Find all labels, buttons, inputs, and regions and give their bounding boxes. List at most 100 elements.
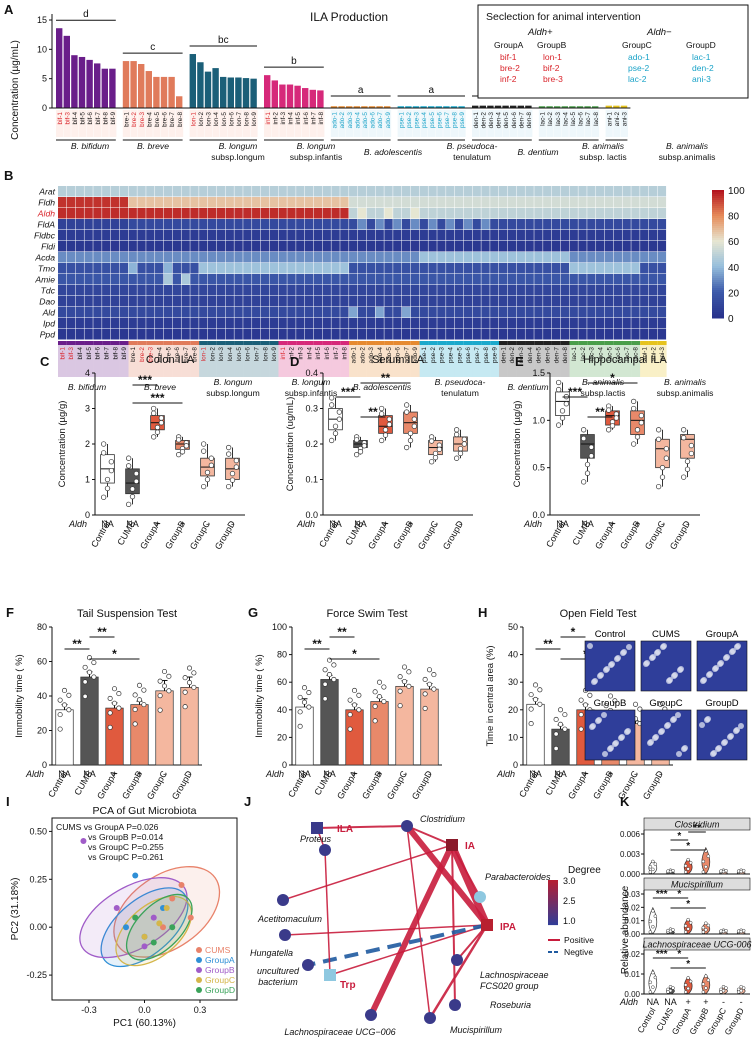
box-aldh-value: NA: [101, 519, 114, 529]
heatmap-cell: [102, 219, 110, 230]
heatmap-cell: [411, 318, 419, 329]
bar-point: [307, 705, 311, 709]
heatmap-cell: [455, 285, 463, 296]
network-legend-segment: [548, 889, 558, 891]
heatmap-cell: [93, 252, 101, 263]
sel-d-3: ani-3: [692, 74, 711, 84]
heatmap-cell: [226, 274, 234, 285]
heatmap-cell: [84, 318, 92, 329]
violin-point: [742, 987, 745, 990]
open-field-track: [658, 729, 664, 735]
heatmap-cell: [67, 318, 75, 329]
open-field-track: [587, 643, 593, 649]
heatmap-cell: [561, 263, 569, 274]
box-point: [458, 451, 463, 456]
heatmap-cell: [428, 208, 436, 219]
heatmap-group-strip: [534, 341, 543, 345]
heatmap-cell: [376, 307, 384, 318]
open-field-track: [715, 746, 721, 752]
heatmap-cell: [120, 230, 128, 241]
heatmap-cell: [137, 263, 145, 274]
box-point: [226, 484, 231, 489]
panel-a-strain-label: bif-6: [87, 112, 94, 125]
open-field-track: [723, 655, 729, 661]
heatmap-cell: [605, 307, 613, 318]
box-point: [585, 471, 590, 476]
panel-b-heatmap: bif-1 bif-3 bif-4 bif-5 bif-6 bif-7 bif-8 bif-9…: [34, 186, 745, 398]
sel-c-2: pse-2: [628, 63, 650, 73]
panel-a-strain-label: lon-8: [244, 112, 251, 127]
heatmap-cell: [525, 252, 533, 263]
group-a-label: GroupA: [494, 40, 524, 50]
panel-a-bar: [235, 77, 241, 108]
violin-x-label: Control: [635, 1006, 657, 1035]
heatmap-cell: [76, 186, 84, 197]
heatmap-cell: [323, 307, 331, 318]
heatmap-cell: [658, 285, 666, 296]
network-node-label: bacterium: [258, 977, 298, 987]
bar-point: [373, 719, 377, 723]
box-aldh-label: Aldh: [296, 519, 315, 529]
heatmap-cell: [164, 208, 172, 219]
heatmap-cell: [508, 285, 516, 296]
heatmap-cell: [376, 274, 384, 285]
violin-point: [649, 981, 652, 984]
panel-a-strain-label: ani-3: [622, 112, 629, 127]
heatmap-cell: [173, 274, 181, 285]
box-point: [337, 417, 342, 422]
heatmap-cell: [376, 208, 384, 219]
heatmap-cell: [455, 329, 463, 340]
panel-a-group-name: B. longum: [219, 141, 258, 151]
heatmap-group-name: B. pseudoca-: [435, 377, 486, 387]
box-point: [379, 412, 384, 417]
open-field-track: [738, 723, 744, 729]
heatmap-cell: [296, 219, 304, 230]
heatmap-cell: [296, 285, 304, 296]
heatmap-cell: [287, 285, 295, 296]
open-field-track: [643, 661, 649, 667]
heatmap-cell: [137, 186, 145, 197]
open-field-track: [729, 649, 735, 655]
heatmap-cell: [181, 252, 189, 263]
heatmap-cell: [146, 208, 154, 219]
violin-point: [704, 922, 707, 925]
open-field-track: [614, 656, 620, 662]
box-aldh-value: -: [206, 519, 209, 529]
panel-a-sig-letter: bc: [218, 35, 229, 46]
heatmap-cell: [481, 241, 489, 252]
heatmap-cell: [270, 241, 278, 252]
heatmap-cell: [190, 219, 198, 230]
heatmap-group-strip: [552, 341, 561, 345]
bar-y-tick-label: 100: [272, 622, 287, 632]
heatmap-strain-label: inf-1: [280, 347, 287, 360]
heatmap-cell: [173, 329, 181, 340]
heatmap-cell: [199, 307, 207, 318]
heatmap-cell: [137, 329, 145, 340]
heatmap-cell: [181, 274, 189, 285]
heatmap-cell: [587, 197, 595, 208]
heatmap-cell: [552, 186, 560, 197]
violin-point: [707, 924, 710, 927]
panel-letter-c: C: [40, 354, 50, 369]
heatmap-cell: [640, 208, 648, 219]
heatmap-cell: [534, 318, 542, 329]
bar-y-tick-label: 10: [508, 732, 518, 742]
panel-a-group-name: B. bifidum: [71, 141, 109, 151]
bar-aldh-value: -: [188, 769, 191, 779]
heatmap-group-strip: [631, 341, 640, 345]
heatmap-cell: [270, 329, 278, 340]
network-node-square: [481, 919, 493, 931]
heatmap-cell: [305, 329, 313, 340]
heatmap-cell: [402, 296, 410, 307]
heatmap-cell: [508, 329, 516, 340]
heatmap-cell: [270, 186, 278, 197]
heatmap-cell: [605, 318, 613, 329]
heatmap-group-name: B. longum: [214, 377, 253, 387]
heatmap-cell: [296, 241, 304, 252]
violin-point: [740, 989, 743, 992]
heatmap-cell: [305, 318, 313, 329]
heatmap-cell: [146, 197, 154, 208]
network-legend-segment: [548, 904, 558, 906]
panel-a-strain-label: bre-5: [154, 112, 161, 127]
box-y-tick-label: 0.2: [305, 439, 318, 449]
